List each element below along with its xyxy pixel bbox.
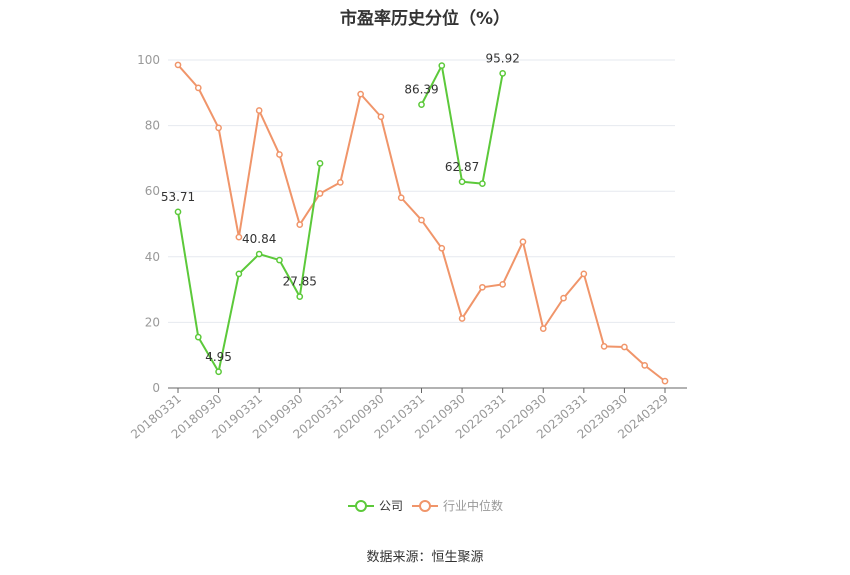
legend-item-company[interactable]: 公司	[348, 499, 403, 513]
point-industry	[397, 194, 405, 202]
point-industry	[316, 190, 324, 197]
y-tick-label: 0	[152, 381, 160, 395]
series-line-company	[177, 163, 322, 373]
legend-item-industry[interactable]: 行业中位数	[412, 498, 503, 513]
point-industry	[296, 221, 304, 229]
point-company	[499, 70, 507, 77]
point-industry	[174, 61, 182, 69]
point-company	[479, 180, 486, 188]
chart-title: 市盈率历史分位（%）	[339, 9, 511, 29]
point-company	[235, 270, 243, 278]
point-industry	[560, 294, 567, 302]
legend-label-industry: 行业中位数	[443, 498, 503, 513]
data-label-company: 40.84	[242, 232, 276, 246]
point-industry	[438, 244, 446, 252]
point-industry	[377, 113, 385, 121]
point-industry	[458, 315, 466, 322]
data-label-company: 27.85	[283, 275, 317, 289]
point-industry	[621, 343, 628, 351]
point-company	[174, 208, 182, 216]
data-label-company: 86.39	[404, 83, 438, 97]
point-company	[316, 159, 324, 167]
legend-marker-industry	[419, 500, 431, 512]
legend-marker-company	[355, 500, 367, 512]
point-industry	[418, 216, 425, 224]
point-industry	[194, 84, 202, 92]
point-company	[438, 62, 446, 69]
point-industry	[499, 281, 507, 288]
y-tick-label: 100	[137, 53, 160, 67]
data-label-company: 62.87	[445, 160, 479, 174]
y-tick-label: 80	[145, 119, 160, 133]
data-label-company: 53.71	[161, 190, 195, 204]
y-tick-label: 20	[145, 315, 160, 329]
point-company	[194, 333, 202, 341]
point-industry	[215, 124, 222, 132]
point-industry	[641, 362, 649, 369]
data-label-company: 95.92	[485, 51, 519, 65]
data-label-company: 4.95	[205, 350, 232, 364]
point-industry	[336, 178, 344, 186]
y-tick-label: 40	[145, 250, 160, 264]
point-industry	[479, 283, 486, 291]
point-company	[276, 256, 283, 264]
point-industry	[255, 107, 263, 114]
legend-label-company: 公司	[379, 499, 403, 513]
point-industry	[580, 270, 588, 278]
point-industry	[276, 151, 283, 158]
point-industry	[357, 90, 364, 98]
point-industry	[600, 342, 608, 350]
point-company	[215, 368, 222, 376]
point-industry	[519, 238, 527, 246]
point-industry	[661, 377, 669, 385]
point-industry	[539, 325, 547, 332]
source-note: 数据来源：恒生聚源	[366, 550, 484, 565]
y-tick-label: 60	[145, 184, 160, 198]
point-industry	[235, 233, 243, 241]
point-company	[255, 250, 263, 258]
point-company	[296, 293, 304, 301]
point-company	[458, 178, 466, 186]
point-company	[418, 101, 425, 108]
